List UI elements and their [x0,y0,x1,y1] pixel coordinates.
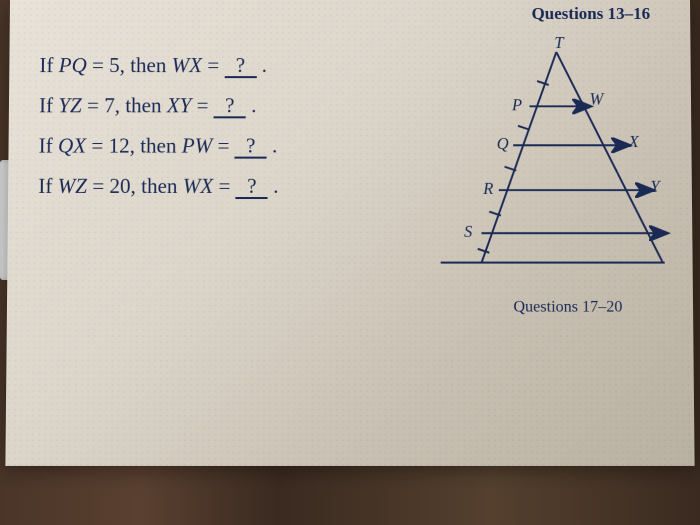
text: . [267,133,278,157]
num: 7 [104,93,115,117]
text: = [213,173,236,197]
text: = [87,173,110,197]
tick [518,126,530,130]
var: WZ [58,173,88,197]
label-R: R [482,179,493,198]
text: , then [120,53,172,77]
num: 5 [109,53,120,77]
var: YZ [58,93,82,117]
var: QX [58,133,86,157]
question-row: If YZ = 7, then XY = ? . [39,86,279,126]
num: 12 [108,133,129,157]
text: = [86,133,109,157]
text: , then [131,173,183,197]
text: . [256,53,267,77]
triangle-diagram: T P W Q X R Y S [382,36,675,298]
text: = [191,93,214,117]
label-T: T [554,36,565,52]
tick [537,81,549,85]
var: PQ [59,53,87,77]
diagram-labels: T P W Q X R Y S [463,36,662,241]
answer-blank[interactable]: ? [214,96,246,118]
label-Y: Y [650,177,661,196]
text: = [87,53,110,77]
answer-blank[interactable]: ? [224,56,256,78]
num: 20 [109,173,130,197]
diagram-lines [440,52,665,263]
text: If [39,93,59,117]
var: PW [182,133,213,157]
worksheet-paper: Questions 13–16 If PQ = 5, then WX = ? .… [5,0,694,466]
text: = [82,93,105,117]
text: . [246,93,257,117]
text: , then [130,133,182,157]
label-P: P [511,95,522,114]
text: = [202,53,224,77]
question-row: If QX = 12, then PW = ? . [38,126,278,166]
answer-blank[interactable]: ? [235,136,267,158]
label-Q: Q [497,134,509,153]
text: If [39,133,59,157]
answer-blank[interactable]: ? [236,176,268,198]
question-row: If PQ = 5, then WX = ? . [39,46,279,86]
var: WX [183,173,214,197]
var: WX [172,53,202,77]
label-X: X [628,132,640,151]
var: XY [167,93,192,117]
side-right [556,52,662,263]
text: If [39,53,58,77]
text: , then [115,93,167,117]
label-S: S [464,222,472,241]
text: . [268,173,279,197]
question-list: If PQ = 5, then WX = ? . If YZ = 7, then… [38,46,279,207]
question-row: If WZ = 20, then WX = ? . [38,166,278,206]
label-W: W [589,89,604,108]
tick [478,249,490,253]
question-range-top: Questions 13–16 [531,4,650,24]
text: If [38,173,58,197]
question-range-bottom: Questions 17–20 [513,298,622,316]
text: = [212,133,235,157]
